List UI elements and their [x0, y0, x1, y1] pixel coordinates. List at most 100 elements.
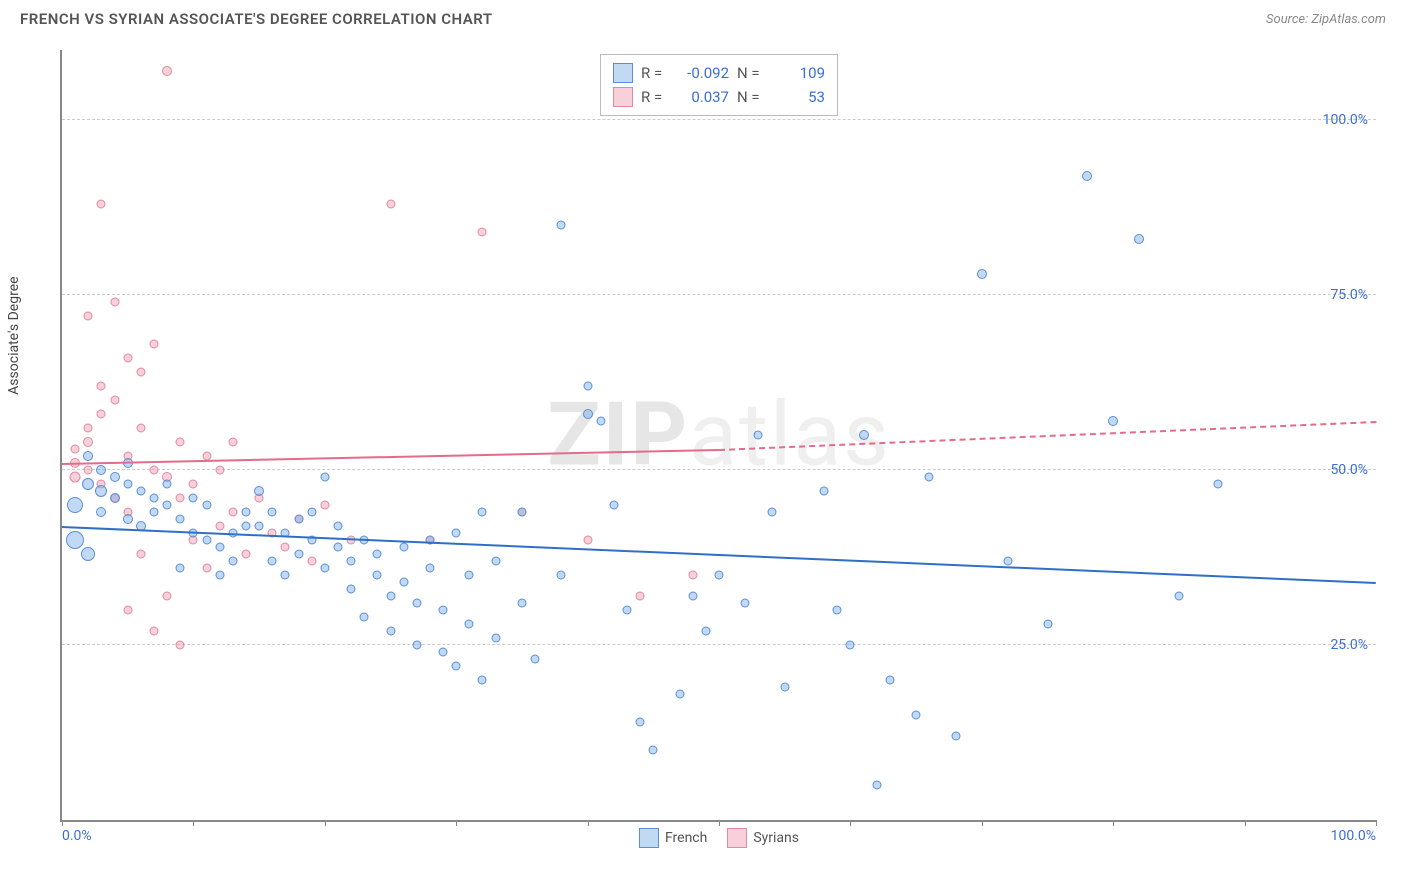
data-point-syrians: [149, 627, 158, 636]
x-tick: [193, 820, 194, 826]
data-point-french: [281, 571, 290, 580]
data-point-syrians: [636, 592, 645, 601]
data-point-syrians: [583, 536, 592, 545]
data-point-french: [360, 613, 369, 622]
swatch-french: [613, 63, 633, 83]
y-axis-label: Associate's Degree: [6, 276, 22, 394]
n-value-syrians: 53: [773, 85, 825, 109]
data-point-syrians: [84, 424, 93, 433]
data-point-french: [557, 221, 566, 230]
data-point-french: [373, 571, 382, 580]
x-tick: [982, 820, 983, 826]
data-point-french: [780, 683, 789, 692]
data-point-syrians: [97, 410, 106, 419]
data-point-french: [951, 732, 960, 741]
data-point-french: [67, 497, 83, 513]
gridline: [62, 294, 1376, 295]
x-tick: [1113, 820, 1114, 826]
data-point-french: [163, 501, 172, 510]
x-tick: [62, 820, 63, 826]
data-point-french: [675, 690, 684, 699]
legend-item-french: French: [639, 828, 707, 848]
data-point-syrians: [149, 340, 158, 349]
r-value-french: -0.092: [677, 61, 729, 85]
data-point-syrians: [281, 543, 290, 552]
data-point-french: [531, 655, 540, 664]
data-point-french: [255, 522, 264, 531]
data-point-french: [1174, 592, 1183, 601]
data-point-syrians: [386, 200, 395, 209]
data-point-french: [478, 508, 487, 517]
x-tick-label: 100.0%: [1331, 828, 1376, 844]
data-point-syrians: [97, 200, 106, 209]
data-point-french: [215, 543, 224, 552]
data-point-syrians: [228, 508, 237, 517]
data-point-french: [1082, 171, 1092, 181]
data-point-french: [465, 571, 474, 580]
data-point-french: [123, 480, 132, 489]
data-point-french: [715, 571, 724, 580]
data-point-syrians: [163, 592, 172, 601]
data-point-french: [636, 718, 645, 727]
data-point-french: [1134, 234, 1144, 244]
data-point-syrians: [202, 564, 211, 573]
data-point-french: [66, 531, 84, 549]
data-point-french: [399, 578, 408, 587]
watermark-bold: ZIP: [547, 384, 689, 487]
data-point-french: [517, 508, 526, 517]
data-point-french: [583, 382, 592, 391]
data-point-french: [859, 430, 869, 440]
data-point-syrians: [228, 438, 237, 447]
data-point-french: [623, 606, 632, 615]
data-point-syrians: [97, 382, 106, 391]
data-point-french: [373, 550, 382, 559]
data-point-french: [333, 522, 342, 531]
data-point-french: [320, 564, 329, 573]
data-point-syrians: [176, 494, 185, 503]
data-point-syrians: [162, 66, 172, 76]
data-point-french: [215, 571, 224, 580]
data-point-syrians: [176, 438, 185, 447]
data-point-french: [609, 501, 618, 510]
data-point-french: [439, 648, 448, 657]
data-point-syrians: [70, 472, 81, 483]
chart-title: FRENCH VS SYRIAN ASSOCIATE'S DEGREE CORR…: [20, 10, 493, 28]
data-point-french: [465, 620, 474, 629]
watermark: ZIPatlas: [547, 384, 890, 487]
data-point-french: [491, 557, 500, 566]
data-point-french: [820, 487, 829, 496]
r-label: R =: [641, 61, 669, 85]
data-point-french: [557, 571, 566, 580]
r-label: R =: [641, 85, 669, 109]
legend-label-syrians: Syrians: [753, 830, 799, 846]
legend-row-french: R = -0.092 N = 109: [613, 61, 825, 85]
data-point-french: [767, 508, 776, 517]
data-point-french: [1214, 480, 1223, 489]
data-point-french: [517, 599, 526, 608]
data-point-french: [241, 522, 250, 531]
legend-row-syrians: R = 0.037 N = 53: [613, 85, 825, 109]
data-point-french: [83, 451, 93, 461]
x-tick: [588, 820, 589, 826]
data-point-french: [96, 465, 106, 475]
data-point-french: [925, 473, 934, 482]
n-label: N =: [737, 61, 765, 85]
y-tick-label: 50.0%: [1330, 462, 1368, 478]
data-point-syrians: [71, 445, 80, 454]
data-point-french: [81, 547, 95, 561]
x-tick: [1376, 820, 1377, 826]
data-point-syrians: [307, 557, 316, 566]
data-point-syrians: [136, 424, 145, 433]
data-point-french: [386, 627, 395, 636]
data-point-french: [307, 508, 316, 517]
gridline: [62, 644, 1376, 645]
data-point-syrians: [176, 641, 185, 650]
data-point-french: [1108, 416, 1118, 426]
data-point-french: [228, 557, 237, 566]
data-point-syrians: [110, 396, 119, 405]
data-point-french: [176, 515, 185, 524]
data-point-french: [885, 676, 894, 685]
data-point-french: [149, 494, 158, 503]
chart-container: Associate's Degree ZIPatlas R = -0.092 N…: [20, 40, 1386, 852]
data-point-french: [649, 746, 658, 755]
